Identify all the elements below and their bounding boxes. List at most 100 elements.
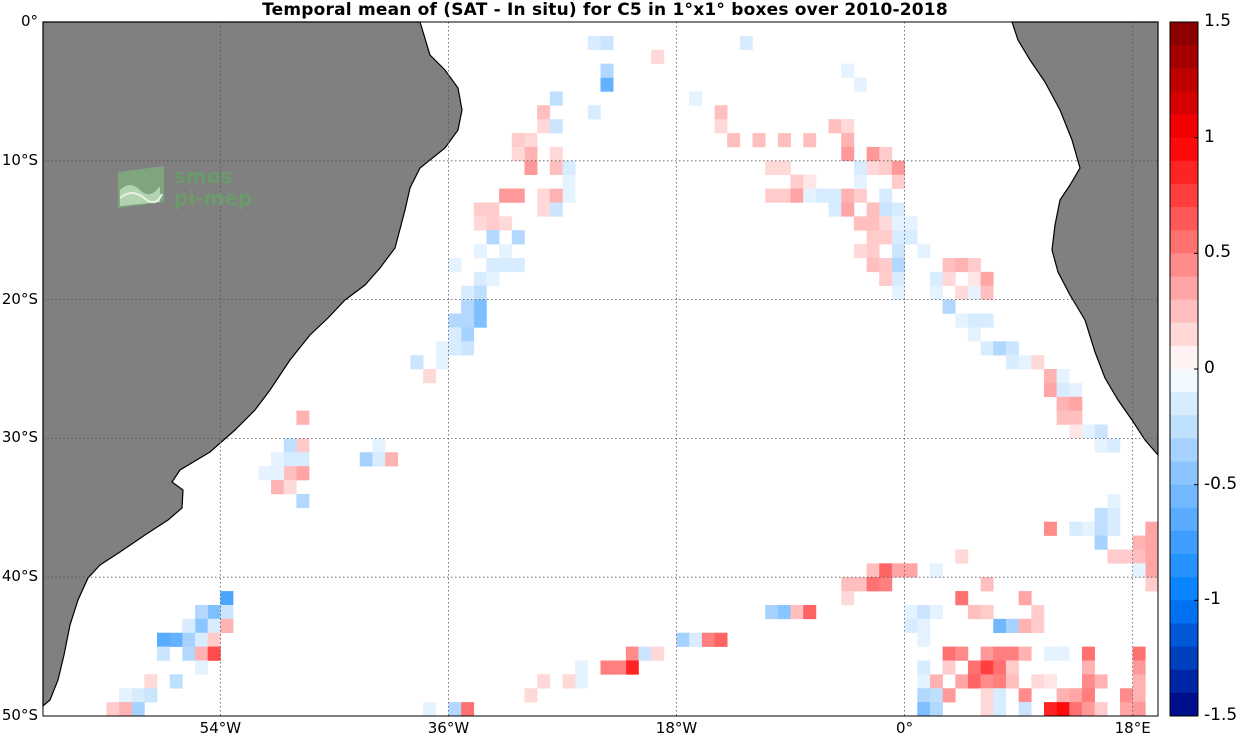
colorbar-step [1170, 345, 1198, 370]
data-cell [853, 188, 867, 203]
data-cell [410, 355, 424, 370]
colorbar-step [1170, 160, 1198, 185]
data-cell [1005, 355, 1019, 370]
colorbar-step [1170, 22, 1198, 46]
data-cell [169, 632, 183, 647]
data-cell [853, 77, 867, 92]
colorbar-step [1170, 299, 1198, 324]
data-cell [752, 133, 766, 148]
data-cell [169, 674, 183, 689]
logo-line1: smos [174, 164, 233, 188]
data-cell [1056, 396, 1070, 411]
data-cell [980, 285, 994, 300]
data-cell [1132, 702, 1146, 717]
data-cell [841, 133, 855, 148]
data-cell [1043, 646, 1057, 661]
data-cell [1107, 549, 1121, 564]
data-cell [511, 133, 525, 148]
data-cell [891, 160, 905, 175]
colorbar-step [1170, 230, 1198, 254]
data-cell [461, 313, 475, 328]
data-cell [917, 632, 931, 647]
data-cell [435, 355, 449, 370]
data-cell [891, 174, 905, 189]
data-cell [879, 271, 893, 287]
data-cell [993, 660, 1007, 675]
data-cell [182, 618, 196, 634]
data-cell [359, 452, 373, 467]
data-cell [283, 466, 297, 481]
data-cell [955, 285, 969, 300]
data-cell [1005, 341, 1019, 356]
data-cell [575, 674, 589, 689]
data-cell [423, 702, 437, 717]
data-cell [372, 438, 386, 453]
colorbar-tick-label: -0.5 [1204, 473, 1238, 494]
data-cell [1031, 604, 1045, 620]
colorbar-step [1170, 137, 1198, 162]
data-cell [296, 410, 310, 425]
data-cell [473, 216, 487, 231]
data-cell [271, 452, 285, 467]
data-cell [1005, 646, 1019, 661]
data-cell [423, 369, 437, 384]
latitude-label: 40°S [1, 567, 38, 586]
colorbar-step [1170, 415, 1198, 439]
data-cell [1031, 618, 1045, 634]
data-cell [1069, 702, 1083, 717]
data-cell [600, 77, 614, 92]
data-cell [1107, 493, 1121, 509]
data-cell [1043, 382, 1057, 398]
data-cell [461, 327, 475, 342]
data-cell [942, 257, 956, 273]
data-cell [942, 271, 956, 287]
data-cell [980, 271, 994, 287]
data-cell [1107, 507, 1121, 522]
data-cell [461, 299, 475, 314]
data-cell [1094, 535, 1108, 550]
data-cell [144, 674, 158, 689]
data-cell [448, 341, 462, 356]
data-cell [980, 660, 994, 675]
data-cell [486, 271, 500, 287]
data-cell [473, 271, 487, 287]
data-cell [777, 160, 791, 175]
data-cell [993, 674, 1007, 689]
data-cell [549, 160, 563, 175]
data-cell [473, 244, 487, 259]
data-cell [448, 327, 462, 342]
colorbar-step [1170, 276, 1198, 300]
data-cell [929, 563, 943, 578]
data-cell [220, 604, 234, 620]
data-cell [537, 674, 551, 689]
data-cell [701, 632, 715, 647]
colorbar-step [1170, 461, 1198, 486]
data-cell [765, 188, 779, 203]
colorbar-step [1170, 45, 1198, 69]
logo-line2: pi-mep [174, 186, 253, 210]
data-cell [1056, 688, 1070, 703]
data-cell [195, 660, 209, 675]
data-cell [1132, 688, 1146, 703]
salinity-difference-cells [106, 35, 1159, 717]
data-cell [967, 271, 981, 287]
data-cell [853, 174, 867, 189]
data-cell [1069, 382, 1083, 398]
data-cell [1081, 702, 1095, 717]
data-cell [549, 146, 563, 162]
data-cell [283, 452, 297, 467]
data-cell [803, 174, 817, 189]
data-cell [955, 674, 969, 689]
data-cell [803, 133, 817, 148]
longitude-label: 18°W [655, 719, 698, 737]
data-cell [955, 549, 969, 564]
data-cell [537, 188, 551, 203]
data-cell [879, 160, 893, 175]
data-cell [575, 660, 589, 675]
data-cell [296, 452, 310, 467]
smos-pimep-logo: smos pi-mep [116, 162, 256, 214]
colorbar-step [1170, 600, 1198, 624]
data-cell [1094, 521, 1108, 536]
data-cell [689, 632, 703, 647]
data-cell [119, 702, 132, 717]
